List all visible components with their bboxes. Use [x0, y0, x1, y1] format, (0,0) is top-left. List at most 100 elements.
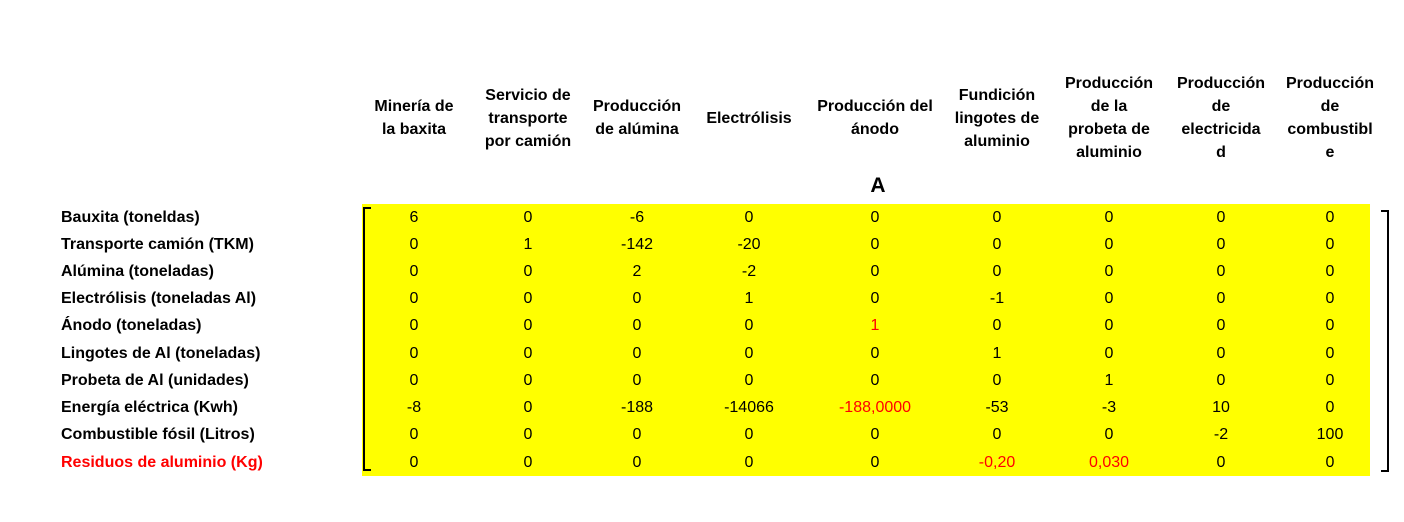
- row-label-10[interactable]: Residuos de aluminio (Kg): [61, 454, 263, 471]
- matrix-cell[interactable]: 0: [409, 317, 419, 334]
- matrix-cell[interactable]: 1: [1104, 372, 1114, 389]
- matrix-cell[interactable]: 0: [992, 372, 1002, 389]
- matrix-cell[interactable]: 0: [1216, 209, 1226, 226]
- row-label-6[interactable]: Lingotes de Al (toneladas): [61, 345, 261, 362]
- matrix-cell[interactable]: 0: [870, 426, 880, 443]
- matrix-cell[interactable]: 0: [744, 372, 754, 389]
- matrix-cell[interactable]: 0: [744, 345, 754, 362]
- matrix-cell[interactable]: 0: [992, 426, 1002, 443]
- matrix-cell[interactable]: 0: [1325, 236, 1335, 253]
- matrix-cell[interactable]: 0: [870, 236, 880, 253]
- matrix-cell[interactable]: 0: [632, 317, 642, 334]
- matrix-cell[interactable]: 0: [632, 345, 642, 362]
- row-label-8[interactable]: Energía eléctrica (Kwh): [61, 399, 238, 416]
- matrix-cell[interactable]: 0: [992, 263, 1002, 280]
- matrix-cell[interactable]: 0: [992, 317, 1002, 334]
- matrix-cell[interactable]: 0: [1325, 317, 1335, 334]
- matrix-cell[interactable]: 0: [523, 209, 533, 226]
- matrix-cell[interactable]: 0: [1216, 317, 1226, 334]
- matrix-cell[interactable]: 0: [870, 263, 880, 280]
- matrix-cell[interactable]: 0: [744, 317, 754, 334]
- matrix-cell[interactable]: 0: [409, 372, 419, 389]
- matrix-cell[interactable]: 0: [1216, 236, 1226, 253]
- matrix-cell[interactable]: 0: [1104, 209, 1114, 226]
- column-header-6[interactable]: Fundición lingotes de aluminio: [954, 86, 1040, 150]
- matrix-cell[interactable]: 0: [1216, 263, 1226, 280]
- row-label-1[interactable]: Bauxita (toneldas): [61, 209, 200, 226]
- matrix-cell[interactable]: 0: [870, 290, 880, 307]
- matrix-cell[interactable]: -188: [620, 399, 654, 416]
- column-header-9[interactable]: Producción de combustibl e: [1285, 75, 1374, 161]
- matrix-cell[interactable]: 0: [1104, 290, 1114, 307]
- matrix-cell[interactable]: 6: [409, 209, 419, 226]
- matrix-cell[interactable]: 0: [1216, 290, 1226, 307]
- matrix-cell[interactable]: -1: [989, 290, 1005, 307]
- matrix-cell[interactable]: 0: [1104, 426, 1114, 443]
- matrix-cell[interactable]: 0: [1325, 372, 1335, 389]
- matrix-cell[interactable]: 0: [409, 426, 419, 443]
- matrix-cell[interactable]: 0: [744, 454, 754, 471]
- matrix-cell[interactable]: 0: [1325, 263, 1335, 280]
- matrix-cell[interactable]: 0: [992, 209, 1002, 226]
- matrix-cell[interactable]: 1: [870, 317, 880, 334]
- matrix-cell[interactable]: 0: [632, 426, 642, 443]
- matrix-cell[interactable]: 0: [1216, 372, 1226, 389]
- matrix-cell[interactable]: 0: [523, 317, 533, 334]
- matrix-cell[interactable]: -8: [406, 399, 422, 416]
- matrix-cell[interactable]: 0: [523, 426, 533, 443]
- matrix-cell[interactable]: 0: [1325, 209, 1335, 226]
- matrix-cell[interactable]: 0: [409, 345, 419, 362]
- matrix-cell[interactable]: 0: [992, 236, 1002, 253]
- column-header-7[interactable]: Producción de la probeta de aluminio: [1064, 75, 1153, 161]
- matrix-cell[interactable]: 0: [523, 372, 533, 389]
- matrix-cell[interactable]: 0: [409, 454, 419, 471]
- matrix-cell[interactable]: 0: [1104, 263, 1114, 280]
- row-label-5[interactable]: Ánodo (toneladas): [61, 317, 202, 334]
- matrix-cell[interactable]: -142: [620, 236, 654, 253]
- matrix-cell[interactable]: 2: [632, 263, 642, 280]
- matrix-cell[interactable]: -2: [741, 263, 757, 280]
- matrix-cell[interactable]: 0: [870, 209, 880, 226]
- matrix-cell[interactable]: -0,20: [978, 454, 1016, 471]
- matrix-cell[interactable]: 0: [870, 345, 880, 362]
- matrix-cell[interactable]: -3: [1101, 399, 1117, 416]
- matrix-cell[interactable]: 0: [523, 454, 533, 471]
- column-header-8[interactable]: Producción de electricida d: [1176, 75, 1265, 161]
- matrix-cell[interactable]: 0: [632, 290, 642, 307]
- matrix-cell[interactable]: 0: [744, 209, 754, 226]
- matrix-cell[interactable]: -2: [1213, 426, 1229, 443]
- matrix-cell[interactable]: -6: [629, 209, 645, 226]
- matrix-cell[interactable]: -14066: [724, 399, 774, 416]
- matrix-cell[interactable]: 0,030: [1088, 454, 1130, 471]
- matrix-cell[interactable]: 0: [1104, 317, 1114, 334]
- matrix-cell[interactable]: 0: [1325, 399, 1335, 416]
- row-label-4[interactable]: Electrólisis (toneladas Al): [61, 290, 257, 307]
- column-header-3[interactable]: Producción de alúmina: [592, 98, 681, 138]
- matrix-cell[interactable]: 1: [992, 345, 1002, 362]
- matrix-cell[interactable]: 0: [523, 290, 533, 307]
- matrix-cell[interactable]: 100: [1316, 426, 1344, 443]
- column-header-4[interactable]: Electrólisis: [706, 109, 792, 127]
- matrix-cell[interactable]: 0: [632, 372, 642, 389]
- matrix-cell[interactable]: 0: [1325, 290, 1335, 307]
- matrix-cell[interactable]: 0: [1104, 345, 1114, 362]
- row-label-9[interactable]: Combustible fósil (Litros): [61, 426, 255, 443]
- matrix-cell[interactable]: 0: [409, 236, 419, 253]
- matrix-cell[interactable]: 0: [409, 290, 419, 307]
- matrix-cell[interactable]: 0: [632, 454, 642, 471]
- matrix-cell[interactable]: 0: [1216, 454, 1226, 471]
- row-label-2[interactable]: Transporte camión (TKM): [61, 236, 254, 253]
- matrix-cell[interactable]: 0: [1216, 345, 1226, 362]
- column-header-1[interactable]: Minería de la baxita: [374, 98, 454, 138]
- column-header-5[interactable]: Producción del ánodo: [817, 98, 933, 138]
- row-label-3[interactable]: Alúmina (toneladas): [61, 263, 214, 280]
- matrix-cell[interactable]: 0: [1104, 236, 1114, 253]
- matrix-cell[interactable]: -20: [737, 236, 761, 253]
- matrix-cell[interactable]: 0: [523, 345, 533, 362]
- matrix-cell[interactable]: 10: [1212, 399, 1230, 416]
- matrix-cell[interactable]: 0: [744, 426, 754, 443]
- matrix-cell[interactable]: 0: [1325, 454, 1335, 471]
- matrix-cell[interactable]: 0: [523, 263, 533, 280]
- matrix-cell[interactable]: 1: [523, 236, 533, 253]
- matrix-cell[interactable]: 0: [523, 399, 533, 416]
